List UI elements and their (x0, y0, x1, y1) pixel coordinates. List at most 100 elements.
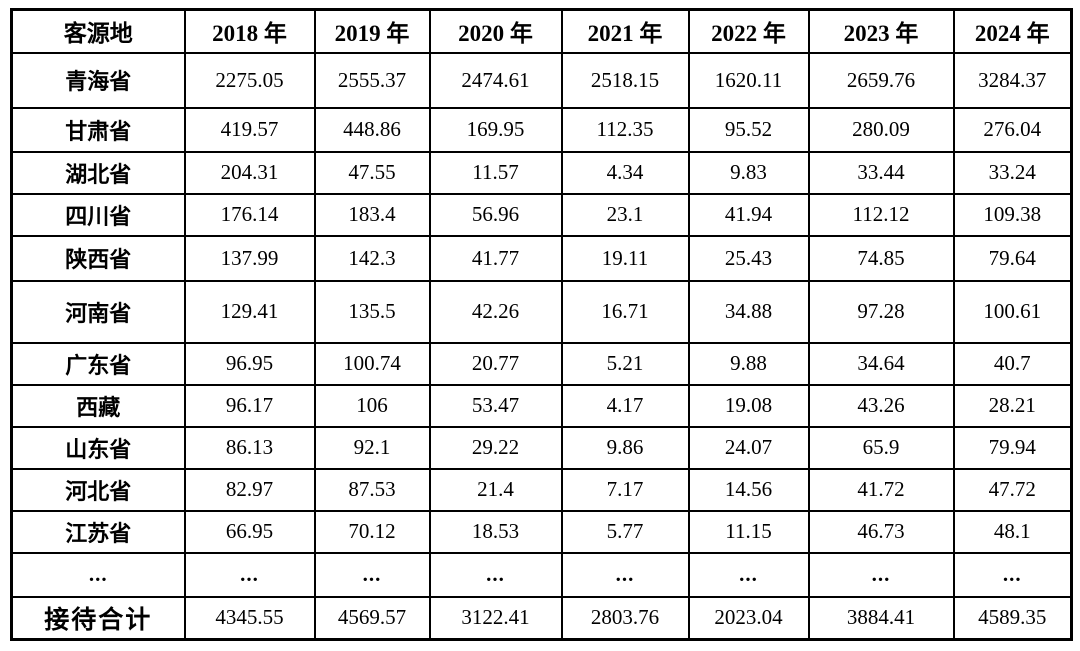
row-label: 广东省 (10, 341, 186, 386)
value-cell: 4.17 (560, 383, 690, 428)
table-row: 青海省 2275.05 2555.37 2474.61 2518.15 1620.11 26… (10, 51, 1073, 109)
value-cell: 92.1 (313, 425, 431, 470)
column-header-year: 2018 年 (183, 8, 316, 54)
value-cell: ... (807, 551, 955, 598)
value-cell: 2555.37 (313, 51, 431, 109)
value-cell: ... (687, 551, 810, 598)
value-cell: ... (183, 551, 316, 598)
column-header-year: 2019 年 (313, 8, 431, 54)
value-cell: 41.94 (687, 192, 810, 237)
value-cell: 2518.15 (560, 51, 690, 109)
value-cell: 70.12 (313, 509, 431, 554)
value-cell: 9.88 (687, 341, 810, 386)
value-cell: 4589.35 (952, 595, 1073, 641)
value-cell: 2023.04 (687, 595, 810, 641)
column-header-year: 2021 年 (560, 8, 690, 54)
column-header-year: 2024 年 (952, 8, 1073, 54)
value-cell: 3284.37 (952, 51, 1073, 109)
column-header-year: 2022 年 (687, 8, 810, 54)
value-cell: 5.21 (560, 341, 690, 386)
value-cell: 276.04 (952, 106, 1073, 153)
value-cell: 48.1 (952, 509, 1073, 554)
value-cell: 86.13 (183, 425, 316, 470)
column-header-origin: 客源地 (10, 8, 186, 54)
value-cell: 3122.41 (428, 595, 563, 641)
value-cell: 2803.76 (560, 595, 690, 641)
row-label: 青海省 (10, 51, 186, 109)
value-cell: 28.21 (952, 383, 1073, 428)
value-cell: 142.3 (313, 234, 431, 282)
value-cell: 109.38 (952, 192, 1073, 237)
value-cell: 96.95 (183, 341, 316, 386)
value-cell: 19.11 (560, 234, 690, 282)
table-row: 陕西省 137.99 142.3 41.77 19.11 25.43 74.85 79.64 (10, 234, 1073, 282)
value-cell: 100.74 (313, 341, 431, 386)
value-cell: 46.73 (807, 509, 955, 554)
value-cell: 33.24 (952, 150, 1073, 195)
value-cell: 112.35 (560, 106, 690, 153)
value-cell: 169.95 (428, 106, 563, 153)
value-cell: 42.26 (428, 279, 563, 344)
row-label: 河北省 (10, 467, 186, 512)
value-cell: 137.99 (183, 234, 316, 282)
value-cell: 4569.57 (313, 595, 431, 641)
value-cell: 100.61 (952, 279, 1073, 344)
value-cell: 7.17 (560, 467, 690, 512)
column-header-year: 2020 年 (428, 8, 563, 54)
row-label: 江苏省 (10, 509, 186, 554)
value-cell: 33.44 (807, 150, 955, 195)
row-label: 山东省 (10, 425, 186, 470)
value-cell: 4.34 (560, 150, 690, 195)
value-cell: 29.22 (428, 425, 563, 470)
table-row: 山东省 86.13 92.1 29.22 9.86 24.07 65.9 79.94 (10, 425, 1073, 470)
column-header-year: 2023 年 (807, 8, 955, 54)
value-cell: 40.7 (952, 341, 1073, 386)
value-cell: 43.26 (807, 383, 955, 428)
value-cell: 183.4 (313, 192, 431, 237)
value-cell: 14.56 (687, 467, 810, 512)
value-cell: 25.43 (687, 234, 810, 282)
value-cell: 11.15 (687, 509, 810, 554)
value-cell: 19.08 (687, 383, 810, 428)
value-cell: 9.86 (560, 425, 690, 470)
table-row: 四川省 176.14 183.4 56.96 23.1 41.94 112.12 109.38 (10, 192, 1073, 237)
value-cell: 1620.11 (687, 51, 810, 109)
table-row: 江苏省 66.95 70.12 18.53 5.77 11.15 46.73 48.1 (10, 509, 1073, 554)
value-cell: 2659.76 (807, 51, 955, 109)
value-cell: 2275.05 (183, 51, 316, 109)
row-label: 接待合计 (10, 595, 186, 641)
value-cell: 204.31 (183, 150, 316, 195)
row-label: ... (10, 551, 186, 598)
row-label: 陕西省 (10, 234, 186, 282)
table-row: 河北省 82.97 87.53 21.4 7.17 14.56 41.72 47.72 (10, 467, 1073, 512)
value-cell: 82.97 (183, 467, 316, 512)
value-cell: 135.5 (313, 279, 431, 344)
value-cell: 96.17 (183, 383, 316, 428)
value-cell: 24.07 (687, 425, 810, 470)
value-cell: 74.85 (807, 234, 955, 282)
value-cell: 53.47 (428, 383, 563, 428)
value-cell: 3884.41 (807, 595, 955, 641)
row-label: 河南省 (10, 279, 186, 344)
value-cell: 95.52 (687, 106, 810, 153)
value-cell: ... (313, 551, 431, 598)
value-cell: ... (560, 551, 690, 598)
table-body: 青海省 2275.05 2555.37 2474.61 2518.15 1620.11 26… (10, 51, 1073, 641)
value-cell: 448.86 (313, 106, 431, 153)
table-row: ........................ (10, 551, 1073, 598)
value-cell: 66.95 (183, 509, 316, 554)
value-cell: 87.53 (313, 467, 431, 512)
value-cell: ... (952, 551, 1073, 598)
value-cell: 2474.61 (428, 51, 563, 109)
value-cell: 34.88 (687, 279, 810, 344)
value-cell: 16.71 (560, 279, 690, 344)
table-row: 广东省 96.95 100.74 20.77 5.21 9.88 34.64 40.7 (10, 341, 1073, 386)
value-cell: 97.28 (807, 279, 955, 344)
row-label: 西藏 (10, 383, 186, 428)
table-row: 湖北省 204.31 47.55 11.57 4.34 9.83 33.44 33.24 (10, 150, 1073, 195)
value-cell: 79.64 (952, 234, 1073, 282)
value-cell: 129.41 (183, 279, 316, 344)
value-cell: 280.09 (807, 106, 955, 153)
table-row: 接待合计 4345.55 4569.57 3122.41 2803.76 2023.04 3… (10, 595, 1073, 641)
